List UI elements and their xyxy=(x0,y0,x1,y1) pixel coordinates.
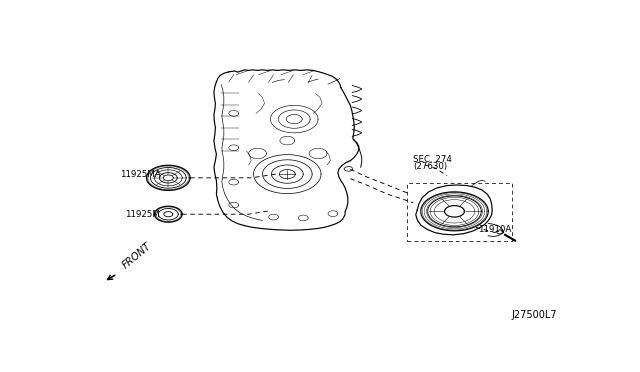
Text: SEC. 274: SEC. 274 xyxy=(413,155,452,164)
Text: 11910A: 11910A xyxy=(478,225,511,234)
Text: (27630): (27630) xyxy=(413,161,447,171)
Text: 11925M: 11925M xyxy=(125,210,161,219)
Text: 11925MA: 11925MA xyxy=(120,170,161,179)
Text: FRONT: FRONT xyxy=(121,241,154,271)
Text: J27500L7: J27500L7 xyxy=(511,310,557,320)
